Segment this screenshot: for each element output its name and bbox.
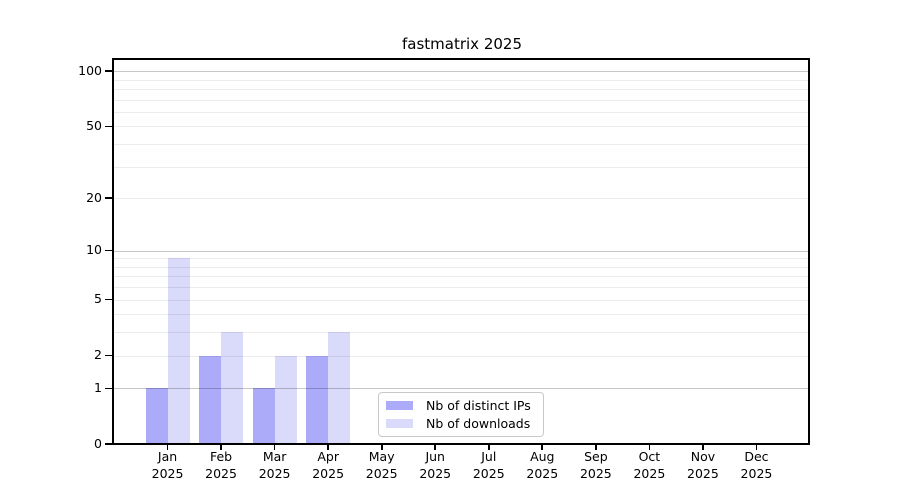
bar-nb-of-distinct-ips-apr [306, 355, 329, 443]
x-tick-mark [220, 445, 222, 450]
legend-row-downloads: Nb of downloads [386, 416, 543, 431]
x-tick-label-year: 2025 [205, 465, 237, 481]
y-tick-mark [105, 443, 112, 445]
x-tick-label: Jul 2025 [459, 449, 519, 482]
bar-nb-of-distinct-ips-mar [252, 388, 275, 443]
gridline-minor [114, 88, 808, 90]
x-tick-label-year: 2025 [312, 465, 345, 481]
x-tick-mark [327, 445, 329, 450]
x-tick-label: Oct 2025 [619, 449, 679, 482]
y-tick-label: 1 [94, 379, 102, 395]
gridline-minor [114, 332, 808, 334]
gridline-minor [114, 99, 808, 101]
y-tick-mark [105, 387, 112, 390]
x-tick-label-year: 2025 [258, 465, 291, 481]
y-tick-label: 0 [94, 435, 102, 451]
axis-spine-right [808, 58, 810, 445]
x-tick-label: Aug 2025 [512, 449, 572, 482]
x-tick-mark [487, 445, 490, 450]
bar-nb-of-downloads-jan [167, 258, 190, 443]
gridline-minor [114, 299, 808, 301]
gridline-minor [114, 144, 808, 146]
axis-spine-left [112, 58, 114, 445]
gridline-major [114, 388, 808, 390]
gridline-minor [114, 314, 808, 316]
gridline-minor [114, 287, 808, 289]
legend-label-distinct-ips: Nb of distinct IPs [426, 398, 531, 413]
x-tick-label: Apr 2025 [298, 449, 358, 482]
legend-row-distinct-ips: Nb of distinct IPs [386, 398, 543, 413]
gridline-minor [114, 276, 808, 278]
axis-spine-bottom [112, 443, 810, 445]
chart-title: fastmatrix 2025 [401, 35, 522, 53]
gridline-minor [114, 166, 808, 168]
x-tick-label: Dec 2025 [726, 449, 786, 482]
y-tick-mark [105, 125, 112, 128]
x-tick-label-year: 2025 [419, 465, 452, 481]
legend: Nb of distinct IPs Nb of downloads [378, 392, 544, 437]
x-tick-label-year: 2025 [526, 465, 559, 481]
x-tick-label: Mar 2025 [245, 449, 305, 482]
bar-nb-of-distinct-ips-feb [199, 355, 222, 443]
x-tick-label: Feb 2025 [191, 449, 251, 482]
x-tick-mark [434, 445, 437, 450]
x-tick-label: May 2025 [352, 449, 412, 482]
bar-nb-of-downloads-feb [221, 332, 244, 443]
x-tick-mark [648, 445, 651, 450]
x-tick-mark [166, 445, 169, 450]
gridline-minor [114, 111, 808, 113]
y-tick-label: 2 [94, 347, 102, 363]
bar-nb-of-distinct-ips-jan [145, 388, 168, 443]
x-tick-mark [541, 445, 544, 450]
gridline-major [114, 71, 808, 73]
gridline-minor [114, 198, 808, 200]
legend-swatch-distinct-ips [386, 400, 413, 411]
gridline-minor [114, 266, 808, 268]
axis-spine-top [112, 58, 810, 60]
y-tick-label: 20 [86, 189, 102, 205]
x-tick-label-year: 2025 [151, 465, 184, 481]
x-tick-label: Jun 2025 [405, 449, 465, 482]
y-tick-mark [105, 298, 112, 301]
y-tick-label: 5 [94, 291, 102, 307]
x-tick-label-year: 2025 [687, 465, 719, 481]
x-tick-label: Nov 2025 [673, 449, 733, 482]
y-tick-label: 50 [86, 117, 102, 133]
gridline-minor [114, 126, 808, 128]
gridline-minor [114, 355, 808, 357]
gridline-minor [114, 79, 808, 81]
y-tick-mark [105, 197, 112, 200]
bar-nb-of-downloads-apr [328, 332, 351, 443]
y-tick-mark [105, 354, 112, 357]
legend-label-downloads: Nb of downloads [426, 416, 531, 431]
y-tick-label: 10 [86, 242, 102, 257]
x-tick-label-year: 2025 [579, 465, 612, 481]
x-tick-label-year: 2025 [365, 465, 398, 481]
x-tick-mark [702, 445, 704, 450]
x-tick-label: Sep 2025 [566, 449, 626, 482]
x-tick-label-year: 2025 [740, 465, 773, 481]
x-tick-label-year: 2025 [472, 465, 505, 481]
gridline-minor [114, 258, 808, 260]
y-tick-mark [105, 249, 112, 252]
y-tick-label: 100 [78, 62, 102, 78]
x-tick-mark [273, 445, 276, 450]
legend-swatch-downloads [386, 418, 413, 429]
bar-nb-of-downloads-mar [274, 355, 297, 443]
x-tick-mark [755, 445, 758, 450]
x-tick-mark [380, 445, 383, 450]
y-tick-mark [105, 70, 112, 72]
x-tick-label: Jan 2025 [138, 449, 198, 482]
x-tick-label-year: 2025 [633, 465, 666, 481]
x-tick-mark [594, 445, 597, 450]
gridline-major [114, 250, 808, 252]
